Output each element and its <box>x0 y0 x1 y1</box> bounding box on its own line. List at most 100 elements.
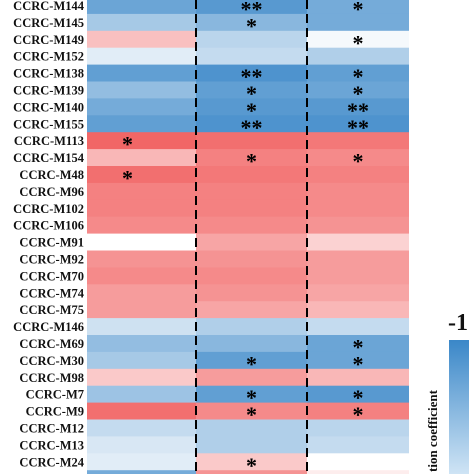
heatmap-cell <box>196 385 307 403</box>
heatmap-cell <box>196 81 307 99</box>
significance-marker: * <box>246 385 257 410</box>
heatmap-cell <box>196 351 307 370</box>
row-label: CCRC-M98 <box>19 371 84 385</box>
heatmap-cell <box>196 436 307 454</box>
significance-marker: * <box>246 351 257 376</box>
heatmap-cell <box>307 233 409 251</box>
heatmap-cell <box>196 267 307 285</box>
significance-marker: * <box>122 132 133 157</box>
heatmap-cell <box>307 385 409 403</box>
heatmap-cells <box>87 0 409 474</box>
heatmap-cell <box>307 470 409 474</box>
heatmap-cell <box>196 13 307 32</box>
heatmap-cell <box>87 250 196 268</box>
heatmap-cell <box>307 368 409 387</box>
heatmap-cell <box>307 13 409 32</box>
row-label: CCRC-M24 <box>19 455 84 469</box>
heatmap-cell <box>87 64 196 82</box>
row-label: CCRC-M113 <box>14 134 84 148</box>
significance-marker: ** <box>347 115 369 140</box>
heatmap-cell <box>307 351 409 370</box>
row-label: CCRC-M74 <box>19 286 84 300</box>
heatmap-cell <box>196 216 307 234</box>
heatmap-cell <box>196 182 307 201</box>
significance-marker: ** <box>347 98 369 123</box>
heatmap-cell <box>307 250 409 268</box>
heatmap-cell <box>196 250 307 268</box>
heatmap-cell <box>307 132 409 150</box>
heatmap-cell <box>87 436 196 454</box>
heatmap-cell <box>196 470 307 474</box>
significance-marker: * <box>246 98 257 123</box>
significance-marker: * <box>122 165 133 190</box>
significance-marker: * <box>353 30 364 55</box>
heatmap-cell <box>196 233 307 251</box>
row-label: CCRC-M30 <box>19 354 84 368</box>
legend-tick-label: -1 <box>448 310 468 336</box>
legend-title: tion coefficient <box>425 389 440 472</box>
significance-marker: * <box>353 334 364 359</box>
heatmap-cell <box>87 385 196 403</box>
heatmap-cell <box>196 368 307 387</box>
significance-marker: * <box>246 402 257 427</box>
heatmap-cell <box>87 267 196 285</box>
heatmap-cell <box>196 318 307 336</box>
heatmap-cell <box>307 402 409 420</box>
heatmap-cell <box>307 301 409 319</box>
heatmap-cell <box>87 419 196 437</box>
row-label: CCRC-M138 <box>13 67 84 81</box>
row-label: CCRC-M13 <box>19 438 84 452</box>
row-label: CCRC-M96 <box>19 185 84 199</box>
heatmap-cell <box>196 284 307 302</box>
heatmap-cell <box>196 0 307 15</box>
heatmap-cell <box>87 115 196 133</box>
row-label: CCRC-M145 <box>13 16 84 30</box>
heatmap-cell <box>196 47 307 65</box>
significance-markers: ****************************** <box>122 0 369 474</box>
row-label: CCRC-M106 <box>13 219 84 233</box>
significance-marker: * <box>353 0 364 21</box>
heatmap-cell <box>196 149 307 167</box>
heatmap-cell <box>196 30 307 49</box>
heatmap-cell <box>87 30 196 49</box>
row-label: CCRC-M48 <box>19 168 84 182</box>
heatmap-cell <box>307 267 409 285</box>
row-label: CCRC-M146 <box>13 320 84 334</box>
heatmap-cell <box>307 30 409 49</box>
heatmap-cell <box>307 284 409 302</box>
heatmap-cell <box>87 149 196 167</box>
heatmap-cell <box>87 182 196 201</box>
heatmap-cell <box>87 318 196 336</box>
heatmap-cell <box>307 335 409 353</box>
heatmap-cell <box>196 132 307 150</box>
row-label: CCRC-M7 <box>26 388 84 402</box>
heatmap-cell <box>307 453 409 471</box>
significance-marker: * <box>353 64 364 89</box>
heatmap-cell <box>87 0 196 15</box>
heatmap-cell <box>196 453 307 471</box>
row-label: CCRC-M69 <box>19 337 84 351</box>
row-label: CCRC-M12 <box>19 421 84 435</box>
heatmap-cell <box>307 64 409 82</box>
row-label: CCRC-M152 <box>13 50 84 64</box>
heatmap-cell <box>307 419 409 437</box>
heatmap-cell <box>307 216 409 234</box>
heatmap-cell <box>87 216 196 234</box>
legend-colorbar <box>449 340 469 474</box>
heatmap-cell <box>307 0 409 15</box>
heatmap-cell <box>87 470 196 474</box>
heatmap-cell <box>196 419 307 437</box>
heatmap-cell <box>87 98 196 116</box>
significance-marker: * <box>353 385 364 410</box>
heatmap-cell <box>87 284 196 302</box>
heatmap-cell <box>87 166 196 184</box>
column-dividers <box>195 0 308 474</box>
row-label: CCRC-M155 <box>13 117 84 131</box>
heatmap-cell <box>87 368 196 387</box>
row-label: CCRC-M144 <box>13 0 85 13</box>
significance-marker: * <box>246 149 257 174</box>
heatmap-cell <box>196 199 307 218</box>
significance-marker: * <box>353 149 364 174</box>
heatmap-cell <box>307 149 409 167</box>
